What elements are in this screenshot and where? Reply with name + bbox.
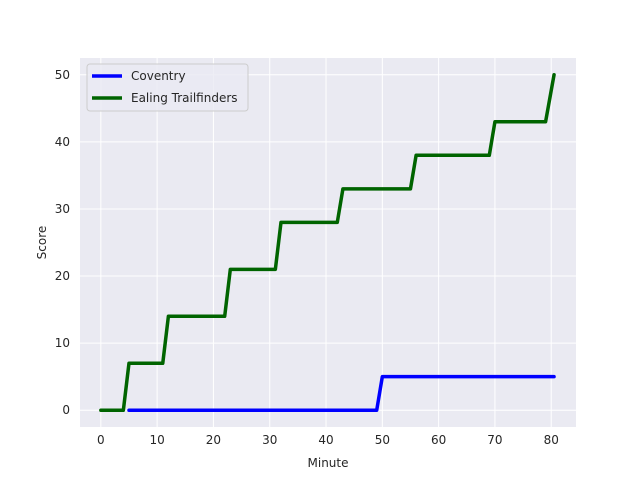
legend-label: Ealing Trailfinders bbox=[131, 91, 238, 105]
y-tick-label: 0 bbox=[62, 403, 70, 417]
series-line-0 bbox=[127, 374, 556, 412]
y-tick-label: 10 bbox=[55, 336, 70, 350]
x-tick-label: 60 bbox=[431, 433, 446, 447]
series-line-1 bbox=[99, 73, 556, 412]
x-tick-label: 30 bbox=[262, 433, 277, 447]
grid bbox=[80, 58, 576, 427]
y-tick-label: 40 bbox=[55, 135, 70, 149]
x-tick-label: 20 bbox=[206, 433, 221, 447]
y-tick-label: 30 bbox=[55, 202, 70, 216]
axis-ticks: 0 10 20 30 40 50 60 70 80 0 10 20 30 40 50 bbox=[55, 68, 559, 447]
x-tick-label: 70 bbox=[487, 433, 502, 447]
series-lines bbox=[99, 73, 556, 412]
legend-label: Coventry bbox=[131, 69, 186, 83]
y-tick-label: 50 bbox=[55, 68, 70, 82]
y-tick-label: 20 bbox=[55, 269, 70, 283]
x-tick-label: 0 bbox=[97, 433, 105, 447]
legend-box bbox=[86, 63, 249, 112]
x-tick-label: 80 bbox=[544, 433, 559, 447]
y-axis-label: Score bbox=[35, 226, 49, 260]
x-tick-label: 40 bbox=[318, 433, 333, 447]
plot-background bbox=[80, 58, 576, 427]
x-tick-label: 10 bbox=[149, 433, 164, 447]
x-axis-label: Minute bbox=[308, 456, 349, 470]
x-tick-label: 50 bbox=[375, 433, 390, 447]
legend: Coventry Ealing Trailfinders bbox=[86, 63, 249, 112]
